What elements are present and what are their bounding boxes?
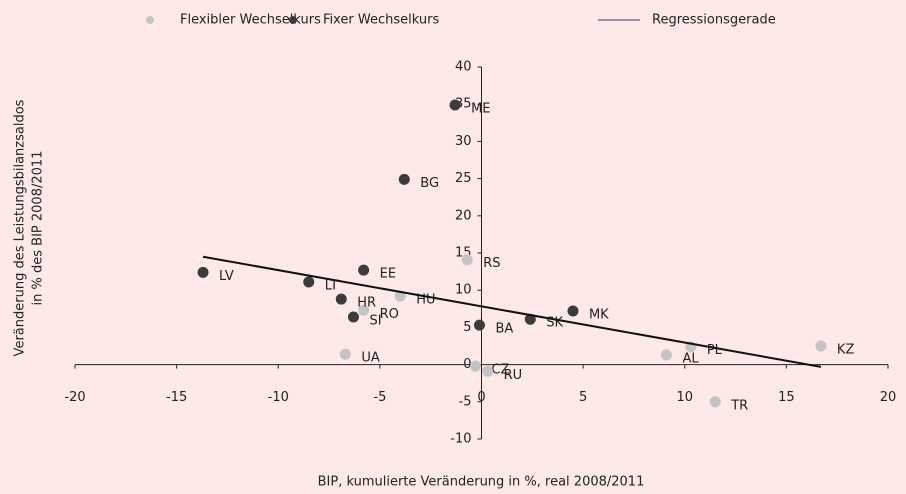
x-tick-label: -20 xyxy=(64,390,85,405)
x-tick-label: -15 xyxy=(166,390,187,405)
y-tick-label: 20 xyxy=(455,208,472,223)
point-label: SI xyxy=(369,313,381,328)
regression-line xyxy=(202,255,822,368)
point-label: UA xyxy=(361,351,380,366)
point-label: HR xyxy=(357,296,376,311)
x-tick-label: -5 xyxy=(373,390,386,405)
point xyxy=(358,264,370,276)
point-label: PL xyxy=(707,343,723,358)
point-label: RO xyxy=(380,307,399,322)
legend: Flexibler Wechselkurs Fixer Wechselkurs Re… xyxy=(146,13,776,28)
point-label: ME xyxy=(471,101,490,116)
point-label: RU xyxy=(504,368,523,383)
point-label: AL xyxy=(682,351,699,366)
point-label: LV xyxy=(219,269,234,284)
y-tick-label: 30 xyxy=(455,134,472,149)
point xyxy=(709,396,721,408)
point xyxy=(461,254,473,266)
point-label: MK xyxy=(589,308,609,323)
point xyxy=(197,266,209,278)
x-tick-label: 5 xyxy=(579,390,587,405)
x-tick-label: 0 xyxy=(477,390,485,405)
point xyxy=(449,99,461,111)
point-label: TR xyxy=(730,398,748,413)
point xyxy=(815,340,827,352)
y-tick-label: 40 xyxy=(455,60,472,75)
point xyxy=(660,349,672,361)
point xyxy=(394,290,406,302)
point xyxy=(567,305,579,317)
legend-label: Fixer Wechselkurs xyxy=(323,13,439,28)
legend-marker xyxy=(289,16,297,24)
y-tick-label: 25 xyxy=(455,171,472,186)
point xyxy=(473,319,485,331)
point xyxy=(347,311,359,323)
point-label: BA xyxy=(495,322,513,337)
y-tick-label: 5 xyxy=(463,320,471,335)
point-label: EE xyxy=(380,267,396,282)
y-tick-label: 0 xyxy=(463,357,471,372)
point xyxy=(358,304,370,316)
legend-label: Flexibler Wechselkurs xyxy=(180,13,321,28)
point-label: BG xyxy=(420,176,439,191)
point xyxy=(398,173,410,185)
x-tick-label: 15 xyxy=(778,390,795,405)
y-tick-label: -10 xyxy=(450,432,471,447)
point xyxy=(303,276,315,288)
point xyxy=(339,348,351,360)
legend-label: Regressionsgerade xyxy=(652,13,776,28)
point xyxy=(335,293,347,305)
y-axis-title: Veränderung des Leistungsbilanzsaldos xyxy=(13,99,28,356)
y-tick-label: 10 xyxy=(455,283,472,298)
x-tick-label: 10 xyxy=(676,390,693,405)
point xyxy=(469,360,481,372)
legend-marker xyxy=(146,16,154,24)
x-tick-label: -10 xyxy=(268,390,289,405)
point-label: RS xyxy=(483,256,500,271)
point-label: KZ xyxy=(837,343,855,358)
point xyxy=(482,365,494,377)
point-label: LT xyxy=(325,279,338,294)
point-label: CZ xyxy=(491,363,509,378)
y-axis-title: in % des BIP 2008/2011 xyxy=(31,151,46,306)
x-axis-title: BIP, kumulierte Veränderung in %, real 2… xyxy=(318,475,645,490)
x-tick-label: 20 xyxy=(880,390,897,405)
y-tick-label: -5 xyxy=(459,394,472,409)
